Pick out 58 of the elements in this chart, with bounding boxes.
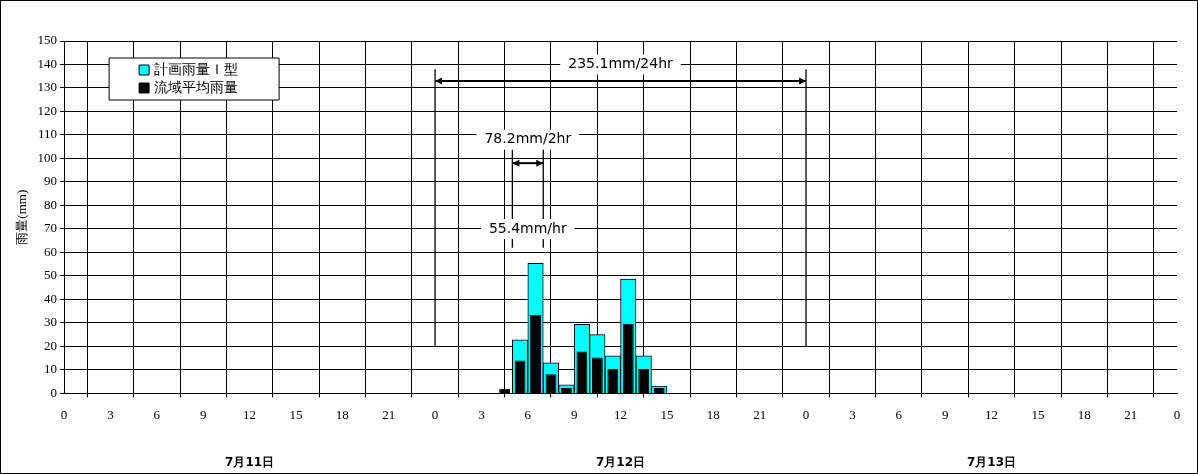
y-tick-label: 0 xyxy=(50,384,58,400)
x-tick-label: 9 xyxy=(941,406,949,422)
legend-label: 計画雨量Ｉ型 xyxy=(154,61,239,77)
y-tick-label: 100 xyxy=(37,149,58,165)
x-tick-label: 12 xyxy=(614,406,628,422)
bar xyxy=(545,374,557,393)
y-tick-label: 20 xyxy=(44,337,58,353)
x-tick-label: 0 xyxy=(60,406,68,422)
y-tick-label: 110 xyxy=(38,126,58,142)
annotation: 78.2mm/2hr xyxy=(484,130,572,147)
x-tick-label: 12 xyxy=(985,406,999,422)
x-tick-label: 3 xyxy=(107,406,114,422)
x-tick-label: 3 xyxy=(478,406,485,422)
bar xyxy=(607,368,619,393)
x-tick-label: 15 xyxy=(1031,406,1045,422)
x-tick-label: 15 xyxy=(660,406,674,422)
y-tick-label: 70 xyxy=(44,220,58,236)
y-tick-label: 150 xyxy=(37,32,58,48)
y-tick-label: 40 xyxy=(44,290,58,306)
x-tick-label: 0 xyxy=(1173,406,1181,422)
y-tick-label: 90 xyxy=(44,173,58,189)
x-tick-label: 3 xyxy=(849,406,856,422)
x-tick-label: 0 xyxy=(431,406,439,422)
y-tick-label: 130 xyxy=(37,79,58,95)
bar xyxy=(576,351,588,393)
y-tick-label: 30 xyxy=(44,314,58,330)
y-tick-label: 50 xyxy=(44,267,58,283)
bar xyxy=(530,314,541,393)
x-tick-label: 6 xyxy=(895,406,903,422)
text: 7月13日 xyxy=(966,455,1017,470)
y-tick-label: 10 xyxy=(44,361,58,377)
x-tick-label: 21 xyxy=(753,406,767,422)
y-axis-title: 雨量(mm) xyxy=(14,189,30,245)
annotation: 235.1mm/24hr xyxy=(568,55,674,72)
legend-label: 流域平均雨量 xyxy=(154,79,239,95)
x-tick-label: 21 xyxy=(1124,406,1138,422)
x-tick-label: 12 xyxy=(243,406,257,422)
x-tick-label: 9 xyxy=(570,406,578,422)
x-tick-label: 18 xyxy=(706,406,720,422)
bar xyxy=(514,360,526,393)
x-tick-label: 21 xyxy=(382,406,396,422)
x-tick-label: 0 xyxy=(802,406,810,422)
text: 7月11日 xyxy=(225,455,275,470)
x-tick-label: 18 xyxy=(1077,406,1091,422)
y-tick-label: 60 xyxy=(44,243,58,259)
x-tick-label: 9 xyxy=(199,406,207,422)
text: 7月12日 xyxy=(596,455,646,470)
x-tick-label: 6 xyxy=(153,406,161,422)
bar xyxy=(622,323,634,393)
y-tick-label: 80 xyxy=(44,196,58,212)
y-tick-label: 140 xyxy=(37,55,58,71)
y-tick-label: 120 xyxy=(37,102,58,118)
annotation: 55.4mm/hr xyxy=(488,219,567,236)
bar xyxy=(638,368,650,393)
x-tick-label: 18 xyxy=(335,406,349,422)
x-tick-label: 6 xyxy=(524,406,532,422)
bar xyxy=(591,357,603,393)
x-tick-label: 15 xyxy=(289,406,303,422)
